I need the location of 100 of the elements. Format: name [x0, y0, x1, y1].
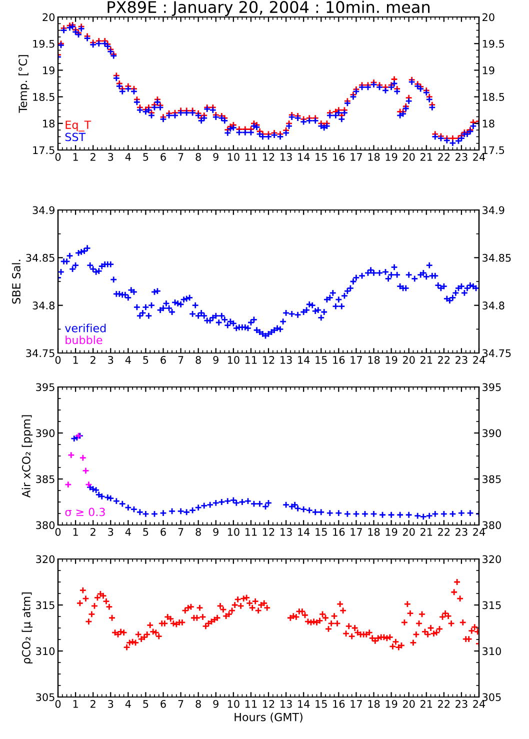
y-tick-label: 320: [36, 555, 55, 564]
y-tick-label: 19.5: [33, 40, 54, 48]
x-tick-label: 11: [245, 153, 257, 161]
x-tick-label: 22: [438, 152, 450, 161]
x-tick-label: 18: [368, 700, 380, 708]
x-tick-label: 17: [350, 356, 362, 364]
x-tick-label: 20: [402, 356, 415, 364]
x-tick-label: 6: [160, 700, 166, 708]
x-tick-label: 1: [73, 153, 78, 161]
x-tick-label: 21: [420, 700, 432, 708]
x-tick-label: 8: [196, 152, 201, 161]
y-tick-label: 34.75: [26, 349, 54, 358]
x-tick-label: 19: [386, 700, 398, 708]
x-tick-label: 0: [55, 356, 61, 364]
point: [68, 451, 75, 459]
point: [85, 480, 92, 488]
x-tick-label: 2: [90, 152, 96, 161]
x-tick-label: 2: [90, 356, 96, 364]
x-tick-label: 11: [245, 356, 257, 364]
y2-tick-label: 19: [482, 66, 494, 74]
x-tick-label: 24: [473, 700, 486, 708]
y-axis-title: SBE Sal.: [12, 260, 20, 304]
x-tick-label: 14: [298, 700, 310, 708]
x-tick-label: 20: [402, 700, 415, 708]
y2-tick-label: 19.5: [482, 40, 504, 48]
x-tick-label: 4: [125, 356, 131, 364]
x-tick-label: 5: [143, 528, 148, 536]
y-axis-title: ρCO₂ [µ atm]: [22, 592, 33, 664]
y2-tick-label: 17.5: [482, 146, 504, 154]
x-tick-label: 3: [108, 356, 114, 364]
x-tick-label: 21: [420, 356, 432, 364]
y2-tick-label: 315: [482, 601, 501, 610]
x-tick-label: 2: [90, 528, 96, 536]
point: [79, 454, 87, 462]
x-tick-label: 18: [368, 356, 380, 364]
y-tick-label: 315: [36, 601, 54, 610]
y-tick-label: 390: [36, 429, 55, 438]
x-tick-label: 11: [245, 700, 257, 708]
x-tick-label: 2: [90, 700, 96, 708]
x-tick-label: 12: [263, 152, 274, 161]
x-tick-label: 9: [213, 152, 218, 161]
x-tick-label: 12: [263, 528, 274, 536]
text: SST: [65, 132, 86, 142]
y-tick-label: 34.9: [32, 206, 54, 214]
x-tick-label: 23: [456, 152, 468, 161]
y-tick-label: 19: [43, 66, 54, 74]
x-tick-label: 4: [125, 528, 131, 536]
y-tick-label: 395: [36, 383, 54, 392]
x-tick-label: 23: [456, 356, 468, 364]
y-tick-label: 20: [42, 13, 55, 22]
x-tick-label: 7: [178, 153, 184, 161]
y2-tick-label: 34.9: [482, 206, 504, 214]
y-axis-title: Temp. [°C]: [18, 55, 30, 113]
x-tick-label: 6: [160, 528, 166, 536]
x-tick-label: 10: [228, 700, 240, 708]
y2-tick-label: 380: [482, 521, 501, 530]
x-tick-label: 7: [178, 528, 184, 536]
x-tick-label: 5: [143, 700, 148, 708]
x-tick-label: 17: [350, 528, 362, 536]
x-tick-label: 5: [143, 356, 148, 364]
point: [82, 467, 90, 474]
x-tick-label: 17: [350, 153, 362, 161]
point: [64, 480, 72, 488]
legend-label: bubble: [66, 336, 102, 344]
x-tick-label: 13: [280, 528, 292, 536]
x-tick-label: 3: [108, 700, 114, 708]
x-tick-label: 9: [213, 356, 218, 364]
x-tick-label: 8: [196, 356, 201, 364]
x-tick-label: 19: [386, 152, 398, 161]
x-tick-label: 19: [386, 356, 398, 364]
text: verified: [65, 324, 106, 332]
x-tick-label: 13: [280, 356, 292, 364]
text: Eq_T: [66, 120, 92, 132]
x-tick-label: 15: [316, 528, 327, 536]
y2-tick-label: 310: [482, 647, 501, 656]
x-tick-label: 22: [438, 528, 450, 536]
x-tick-label: 17: [350, 700, 362, 708]
x-tick-label: 14: [298, 528, 310, 536]
x-tick-label: 1: [73, 356, 78, 364]
x-tick-label: 7: [178, 356, 184, 364]
x-tick-label: 21: [420, 152, 432, 161]
chart-title: PX89E : January 20, 2004 : 10min. mean: [108, 0, 430, 16]
x-tick-label: 11: [245, 528, 257, 536]
x-tick-label: 9: [213, 528, 218, 536]
x-tick-label: 13: [280, 152, 292, 161]
x-tick-label: 10: [228, 356, 240, 364]
y2-tick-label: 395: [482, 383, 501, 392]
x-tick-label: 18: [368, 528, 380, 536]
x-tick-label: 23: [456, 528, 468, 536]
x-tick-label: 10: [228, 152, 240, 161]
x-tick-label: 15: [316, 700, 327, 708]
x-tick-label: 16: [333, 528, 345, 536]
x-tick-label: 18: [368, 152, 380, 161]
x-tick-label: 4: [125, 153, 131, 161]
y-axis-title: Air xCO₂ [ppm]: [22, 415, 33, 498]
x-tick-label: 19: [386, 528, 398, 536]
x-tick-label: 21: [420, 528, 432, 536]
x-tick-label: 15: [316, 356, 327, 364]
x-tick-label: 1: [73, 700, 78, 708]
x-axis-title: Hours (GMT): [234, 712, 302, 723]
